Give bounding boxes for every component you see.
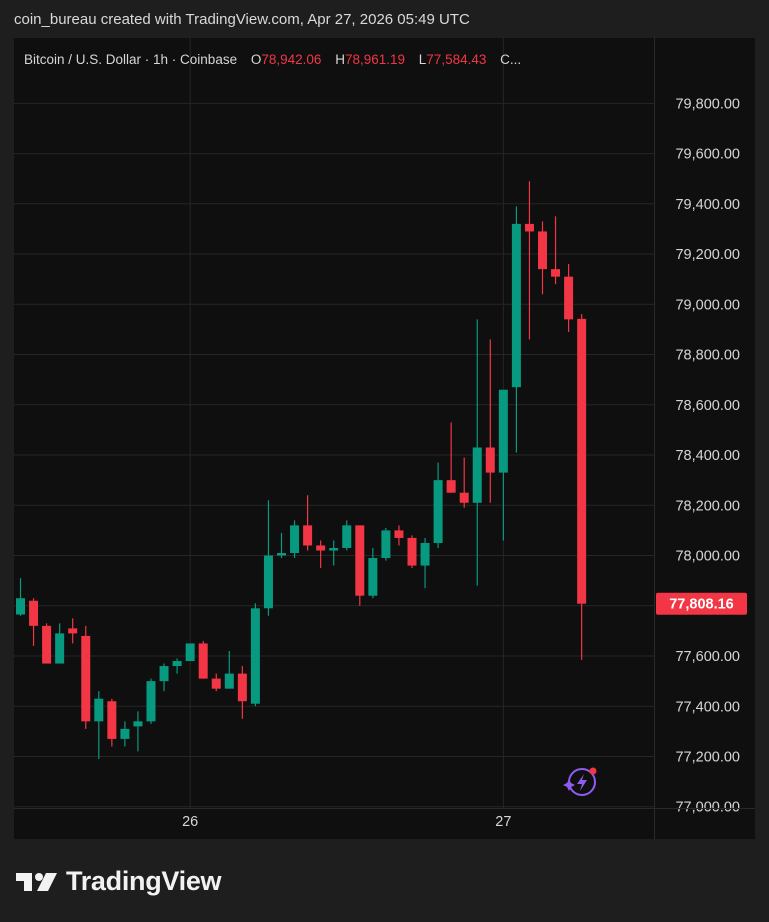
last-price-tag (656, 592, 747, 615)
candle-body (250, 608, 260, 704)
y-tick-label: 79,200.00 (675, 247, 740, 263)
candle-body (577, 318, 587, 604)
low-label: L (418, 52, 427, 67)
candle-body (446, 480, 456, 493)
high-label: H (335, 52, 345, 67)
candle-body (211, 678, 221, 689)
last-price-label: 77,808.16 (669, 597, 734, 613)
candle-body (303, 525, 313, 546)
sparkle-bolt-icon[interactable] (563, 767, 597, 796)
close-label: C... (500, 52, 522, 67)
y-tick-label: 78,200.00 (675, 498, 740, 514)
candle-body (172, 661, 182, 667)
candle-body (133, 721, 143, 727)
candle-body (394, 530, 404, 538)
candle-body (316, 545, 326, 551)
candle-body (290, 525, 300, 554)
candle-body (185, 643, 195, 662)
y-tick-label: 77,400.00 (675, 699, 740, 715)
candle-body (159, 666, 169, 682)
candle-body (524, 223, 534, 232)
candle-body (329, 547, 339, 551)
candle-body (368, 558, 378, 596)
high-value: 78,961.19 (344, 52, 406, 67)
candle-body (498, 389, 508, 473)
y-tick-label: 77,000.00 (675, 800, 740, 816)
y-tick-label: 79,000.00 (675, 297, 740, 313)
chart-attribution: coin_bureau created with TradingView.com… (14, 11, 470, 28)
candle-body (420, 542, 430, 566)
y-tick-label: 78,800.00 (675, 348, 740, 364)
candle-body (29, 600, 39, 626)
candlestick-chart[interactable]: 79,800.00 79,600.00 79,400.00 79,200.00 79,0… (14, 38, 755, 839)
symbol-name: Bitcoin / U.S. Dollar · 1h · Coinbase (24, 52, 238, 67)
chart-panel[interactable]: 79,800.00 79,600.00 79,400.00 79,200.00 79,0… (14, 38, 755, 839)
candle-body (355, 525, 365, 596)
candle-body (485, 447, 495, 473)
candle-body (472, 447, 482, 503)
y-tick-label: 77,600.00 (675, 649, 740, 665)
candle-body (433, 480, 443, 543)
candle-body (55, 633, 65, 664)
candle-body (263, 555, 273, 609)
candle-body (342, 525, 352, 548)
x-tick-label: 27 (495, 814, 511, 830)
open-value: 78,942.06 (261, 52, 322, 67)
candle-body (511, 223, 521, 388)
candle-body (407, 537, 417, 566)
candle-body (538, 231, 547, 270)
candle-body (81, 635, 91, 722)
candle-body (68, 628, 78, 634)
low-value: 77,584.43 (426, 52, 487, 67)
candle-body (16, 598, 25, 615)
candle-body (42, 625, 52, 664)
candle-body (146, 681, 156, 722)
brand-wordmark: TradingView (66, 866, 222, 896)
candle-body (198, 643, 208, 679)
candle-body (94, 698, 104, 722)
candle-body (551, 269, 561, 277)
tradingview-logo-icon (16, 872, 57, 891)
y-tick-label: 77,200.00 (675, 749, 740, 765)
candle-body (381, 530, 391, 559)
candle-body (564, 276, 574, 320)
tradingview-brand[interactable]: TradingView (16, 866, 222, 897)
candle-body (107, 701, 117, 739)
x-tick-label: 26 (182, 814, 198, 830)
y-tick-label: 78,600.00 (675, 398, 740, 414)
y-tick-label: 79,400.00 (675, 197, 740, 213)
y-tick-label: 79,600.00 (675, 147, 740, 163)
y-tick-label: 78,000.00 (675, 549, 740, 565)
y-tick-label: 79,800.00 (675, 96, 740, 112)
candle-body (459, 492, 469, 503)
candle-body (277, 553, 286, 556)
candle-body (237, 673, 247, 702)
symbol-legend: Bitcoin / U.S. Dollar · 1h · Coinbase O7… (24, 52, 521, 67)
open-label: O (250, 52, 262, 67)
candle-body (224, 673, 234, 689)
candle-body (120, 728, 130, 739)
y-tick-label: 78,400.00 (675, 448, 740, 464)
